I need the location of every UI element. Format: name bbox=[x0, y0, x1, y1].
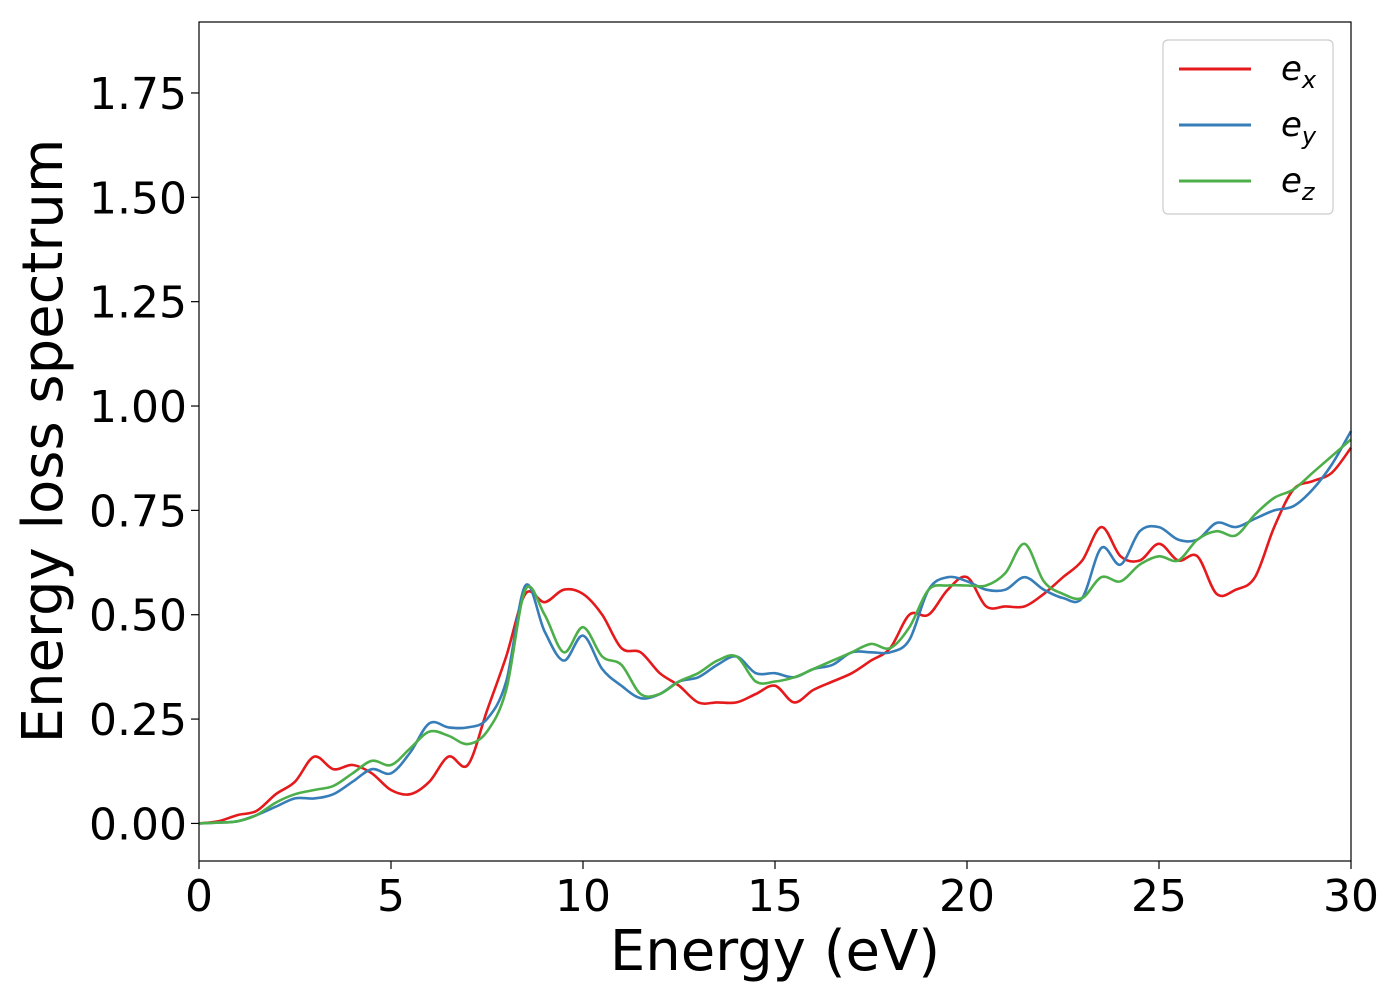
series-layer bbox=[198, 430, 1353, 825]
plot-background bbox=[199, 22, 1351, 861]
x-axis: 0 5 10 15 20 25 30 bbox=[185, 861, 1379, 922]
series-line-e-y bbox=[198, 430, 1353, 825]
y-tick-label: 1.25 bbox=[89, 278, 187, 329]
x-tick-label: 30 bbox=[1323, 871, 1379, 922]
y-tick-label: 0.00 bbox=[89, 799, 187, 850]
y-axis: 0.00 0.25 0.50 0.75 1.00 1.25 1.50 1.75 bbox=[89, 69, 199, 850]
y-tick-label: 1.75 bbox=[89, 69, 187, 120]
y-tick-label: 1.00 bbox=[89, 382, 187, 433]
y-tick-label: 0.25 bbox=[89, 695, 187, 746]
x-tick-label: 20 bbox=[939, 871, 995, 922]
series-line-e-x bbox=[198, 447, 1353, 825]
legend-box bbox=[1162, 39, 1334, 215]
x-tick-label: 10 bbox=[555, 871, 611, 922]
y-tick-label: 1.50 bbox=[89, 173, 187, 224]
x-tick-label: 25 bbox=[1131, 871, 1187, 922]
x-tick-label: 5 bbox=[377, 871, 405, 922]
y-axis-title: Energy loss spectrum bbox=[11, 139, 76, 744]
x-axis-title: Energy (eV) bbox=[610, 919, 940, 984]
x-tick-label: 15 bbox=[747, 871, 803, 922]
y-tick-label: 0.75 bbox=[89, 486, 187, 537]
x-tick-label: 0 bbox=[185, 871, 213, 922]
y-tick-label: 0.50 bbox=[89, 591, 187, 642]
legend-label-y: ey bbox=[1281, 105, 1317, 150]
series-line-e-z bbox=[198, 438, 1352, 825]
